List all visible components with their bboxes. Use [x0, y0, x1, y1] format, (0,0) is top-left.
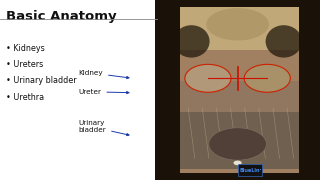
Ellipse shape — [244, 64, 290, 92]
Bar — [180, 7, 299, 173]
Text: Kidney: Kidney — [78, 70, 129, 79]
Bar — [0, 0, 155, 180]
Bar — [155, 0, 320, 180]
Ellipse shape — [209, 128, 267, 160]
Text: Urinary
bladder: Urinary bladder — [78, 120, 129, 136]
Text: Ureter: Ureter — [78, 89, 129, 95]
Ellipse shape — [173, 25, 210, 58]
Text: • Urethra: • Urethra — [6, 93, 44, 102]
Ellipse shape — [185, 64, 231, 92]
Ellipse shape — [206, 8, 269, 40]
Text: BlueLinᵌ: BlueLinᵌ — [239, 168, 261, 173]
Bar — [238, 164, 262, 176]
Bar — [180, 81, 299, 117]
Text: • Kidneys: • Kidneys — [6, 44, 45, 53]
Text: • Urinary bladder: • Urinary bladder — [6, 76, 77, 86]
Bar — [180, 112, 299, 169]
Text: • Ureters: • Ureters — [6, 60, 44, 69]
Bar — [180, 7, 299, 50]
Circle shape — [234, 161, 242, 165]
Text: Basic Anatomy: Basic Anatomy — [6, 10, 117, 23]
Ellipse shape — [266, 25, 302, 58]
